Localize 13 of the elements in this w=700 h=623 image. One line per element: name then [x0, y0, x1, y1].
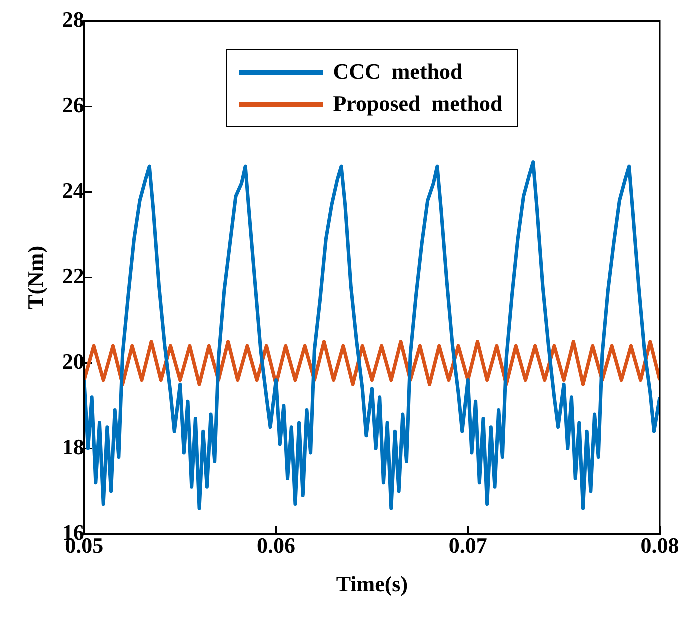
legend-label: CCC method	[333, 59, 463, 86]
y-tick-label: 28	[62, 6, 84, 32]
y-tick-label: 24	[62, 178, 84, 203]
x-tick-label: 0.07	[448, 533, 488, 558]
x-axis-title: Time(s)	[336, 571, 408, 596]
x-tick-label: 0.08	[640, 533, 680, 558]
y-tick-label: 20	[62, 348, 84, 374]
y-tick-label: 26	[62, 92, 84, 118]
y-axis-title: T(Nm)	[22, 246, 48, 310]
legend-label: Proposed method	[333, 91, 503, 118]
x-tick-label: 0.06	[257, 533, 296, 558]
y-tick-label: 18	[62, 434, 84, 460]
y-tick-label: 22	[62, 263, 84, 288]
